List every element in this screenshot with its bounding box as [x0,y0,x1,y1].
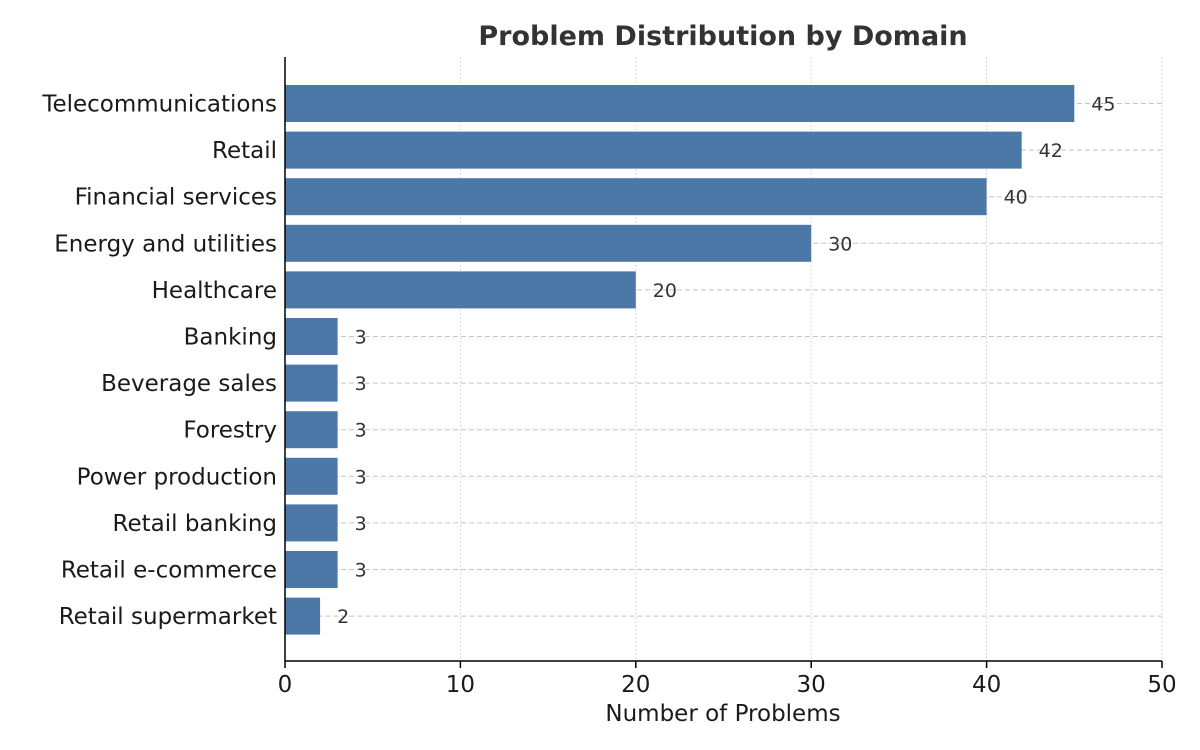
category-label: Retail supermarket [59,604,277,630]
bar-value-label: 3 [355,373,367,395]
bar [285,224,812,262]
x-axis-label: Number of Problems [605,701,840,727]
bar-value-label: 20 [653,280,677,302]
bar-value-label: 30 [828,233,852,255]
bar-value-label: 3 [355,466,367,488]
category-label: Energy and utilities [54,231,277,257]
bar [285,411,338,449]
category-label: Banking [184,325,277,351]
category-label: Beverage sales [101,371,277,397]
category-label: Retail e-commerce [61,558,277,584]
bar [285,364,338,402]
bar [285,551,338,588]
x-tick-label: 10 [446,672,475,698]
bar [285,85,1075,122]
bars-group [285,85,1075,635]
bar-value-label: 3 [355,327,367,349]
x-tick-label: 0 [278,672,293,698]
value-labels-group: 45 42 40 30 20 3 3 3 3 3 3 2 [337,94,1115,629]
bar-value-label: 3 [355,420,367,442]
bar-value-label: 3 [355,560,367,582]
x-tick-label: 40 [972,672,1001,698]
bar-value-label: 3 [355,513,367,535]
x-ticks-group: 0 10 20 30 40 50 [278,661,1177,698]
x-tick-label: 30 [797,672,826,698]
bar [285,318,338,355]
category-labels-group: Telecommunications Retail Financial servic… [41,92,277,631]
bar-value-label: 45 [1091,94,1115,116]
bar-value-label: 42 [1039,140,1063,162]
category-label: Retail [212,138,277,164]
category-label: Power production [77,464,277,490]
category-label: Retail banking [113,511,277,537]
x-tick-label: 50 [1147,672,1176,698]
bar [285,504,338,542]
bar-value-label: 40 [1004,187,1028,209]
category-label: Telecommunications [41,92,277,118]
bar [285,597,321,635]
chart-title: Problem Distribution by Domain [478,21,967,52]
bar-value-label: 2 [337,606,349,628]
bar [285,271,636,309]
bar [285,178,987,216]
bar [285,131,1022,169]
bar [285,457,338,495]
x-tick-label: 20 [621,672,650,698]
category-label: Forestry [183,418,277,444]
category-label: Healthcare [152,278,277,304]
category-label: Financial services [75,185,277,211]
